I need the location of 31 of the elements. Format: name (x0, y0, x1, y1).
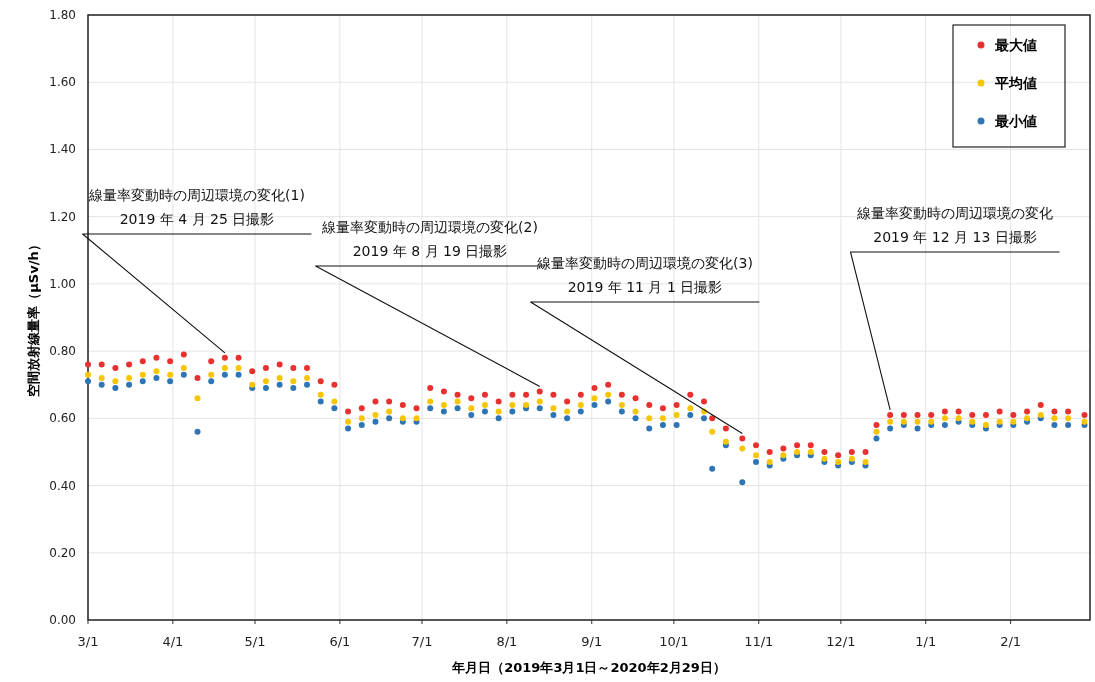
y-tick-label: 1.60 (49, 75, 76, 90)
annotation: 線量率変動時の周辺環境の変化(1) 2019 年 4 月 25 日撮影 (88, 187, 305, 227)
x-tick-label: 6/1 (329, 634, 351, 649)
annotation: 線量率変動時の周辺環境の変化 2019 年 12 月 13 日撮影 (856, 205, 1053, 245)
x-tick-label: 5/1 (244, 634, 266, 649)
x-tick-label: 1/1 (915, 634, 937, 649)
y-axis-title: 空間放射線量率（μSv/h） (26, 238, 41, 397)
x-tick-label: 12/1 (826, 634, 856, 649)
y-tick-label: 0.40 (49, 478, 76, 493)
legend-label: 平均値 (994, 75, 1037, 91)
y-tick-label: 0.20 (49, 545, 76, 560)
y-tick-label: 1.40 (49, 142, 76, 157)
x-tick-label: 7/1 (411, 634, 433, 649)
x-tick-label: 10/1 (659, 634, 689, 649)
legend-label: 最大値 (994, 37, 1037, 53)
y-tick-label: 1.80 (49, 8, 76, 22)
x-axis-title: 年月日（2019年3月1日～2020年2月29日） (451, 660, 726, 675)
x-tick-label: 3/1 (77, 634, 99, 649)
legend-label: 最小値 (994, 113, 1037, 129)
y-tick-label: 0.60 (49, 411, 76, 426)
annotation: 線量率変動時の周辺環境の変化(2) 2019 年 8 月 19 日撮影 (321, 219, 538, 259)
y-tick-label: 0.00 (49, 613, 76, 627)
x-tick-label: 2/1 (1000, 634, 1022, 649)
annotation: 線量率変動時の周辺環境の変化(3) 2019 年 11 月 1 日撮影 (536, 255, 753, 295)
x-tick-label: 4/1 (162, 634, 184, 649)
x-tick-label: 9/1 (581, 634, 603, 649)
x-tick-label: 8/1 (496, 634, 518, 649)
y-tick-label: 0.80 (49, 344, 76, 359)
y-tick-label: 1.00 (49, 276, 76, 291)
x-tick-label: 11/1 (744, 634, 774, 649)
y-tick-label: 1.20 (49, 209, 76, 224)
